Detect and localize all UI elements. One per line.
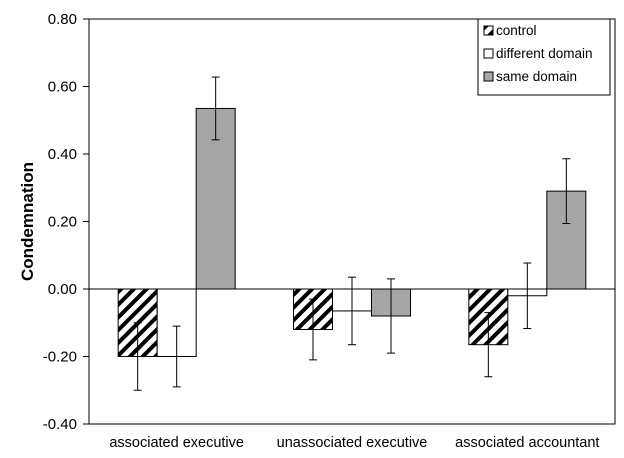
legend-swatch-different-domain [483,48,494,59]
x-category-label: unassociated executive [277,435,428,451]
axis-labels: 0.80 0.60 0.40 0.20 0.00 -0.20 -0.40 Condemnati… [18,11,599,451]
legend-swatch-control [483,25,494,36]
x-category-label: associated executive [109,435,244,451]
error-bars [133,76,571,391]
y-tick-label: -0.20 [43,349,77,366]
legend-swatch-same-domain [483,71,494,82]
y-tick-label: -0.40 [43,416,77,433]
legend-label-control: control [496,23,537,38]
legend-label-same-domain: same domain [496,69,577,84]
legend-box [477,18,611,96]
y-tick-label: 0.20 [48,214,77,231]
x-category-label: associated accountant [455,435,599,451]
y-axis-label: Condemnation [18,162,37,281]
y-tick-label: 0.00 [48,281,77,298]
legend-label-different-domain: different domain [496,46,593,61]
y-tick-label: 0.60 [48,79,77,96]
y-tick-label: 0.80 [48,11,77,28]
y-tick-label: 0.40 [48,146,77,163]
legend: control different domain same domain [477,18,611,96]
